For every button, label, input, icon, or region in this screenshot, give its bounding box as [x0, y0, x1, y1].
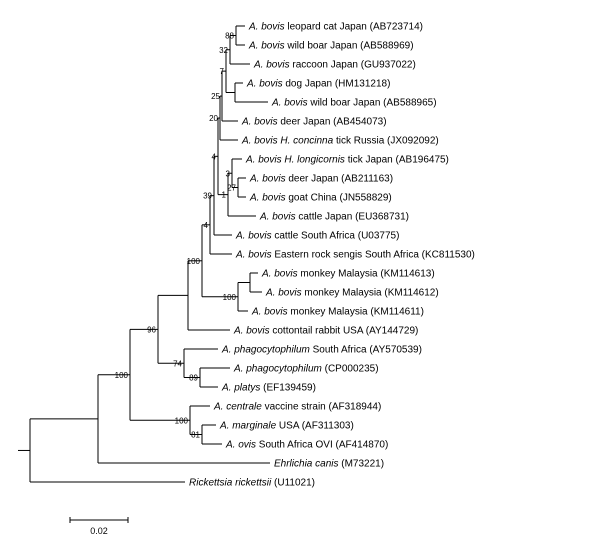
taxon-label: A. phagocytophilum South Africa (AY57053…: [221, 345, 422, 356]
bootstrap-value: 20: [209, 114, 218, 123]
tip-labels: A. bovis leopard cat Japan (AB723714) A. …: [189, 22, 475, 489]
scalebar-label: 0.02: [90, 526, 108, 536]
taxon-label: A. bovis goat China (JN558829): [249, 193, 392, 204]
bootstrap-value: 100: [223, 293, 237, 302]
bootstrap-value: 100: [187, 257, 201, 266]
taxon-label: A. bovis dog Japan (HM131218): [246, 79, 390, 90]
taxon-label: A. bovis cattle South Africa (U03775): [235, 231, 399, 242]
bootstrap-value: 100: [115, 371, 129, 380]
taxon-label: A. marginale USA (AF311303): [219, 421, 354, 432]
taxon-label: A. bovis monkey Malaysia (KM114611): [251, 307, 424, 318]
taxon-label: A. bovis deer Japan (AB454073): [241, 117, 387, 128]
bootstrap-value: 4: [212, 152, 217, 161]
taxon-label: A. bovis deer Japan (AB211163): [249, 174, 393, 185]
tree-branches: [18, 26, 270, 482]
bootstrap-value: 3: [226, 169, 231, 178]
bootstrap-value: 74: [173, 359, 182, 368]
taxon-label: A. bovis cattle Japan (EU368731): [259, 212, 409, 223]
taxon-label: A. platys (EF139459): [221, 383, 316, 394]
taxon-label: A. bovis wild boar Japan (AB588969): [248, 41, 414, 52]
taxon-label: A. bovis wild boar Japan (AB588965): [271, 98, 437, 109]
taxon-label: Ehrlichia canis (M73221): [274, 459, 384, 470]
bootstrap-value: 7: [220, 67, 225, 76]
taxon-label: A. bovis Eastern rock sengis South Afric…: [235, 250, 475, 261]
bootstrap-value: 96: [147, 325, 156, 334]
taxon-label: A. bovis H. longicornis tick Japan (AB19…: [245, 155, 449, 166]
bootstrap-value: 4: [204, 221, 209, 230]
taxon-label: A. bovis monkey Malaysia (KM114613): [261, 269, 435, 280]
taxon-label: A. bovis H. concinna tick Russia (JX0920…: [241, 136, 439, 147]
taxon-label: A. bovis cottontail rabbit USA (AY144729…: [233, 326, 418, 337]
bootstrap-value: 88: [225, 32, 234, 41]
bootstrap-value: 27: [227, 184, 236, 193]
scale-bar: 0.02: [70, 517, 128, 536]
taxon-label: A. centrale vaccine strain (AF318944): [213, 402, 381, 413]
taxon-label: A. bovis raccoon Japan (GU937022): [253, 60, 416, 71]
bootstrap-value: 81: [191, 431, 200, 440]
taxon-label: A. bovis leopard cat Japan (AB723714): [248, 22, 423, 33]
phylogenetic-tree: 8832725202731439410010089749681100100 A.…: [0, 0, 600, 538]
bootstrap-value: 89: [189, 374, 198, 383]
bootstrap-value: 1: [222, 191, 227, 200]
taxon-label: A. bovis monkey Malaysia (KM114612): [265, 288, 439, 299]
bootstrap-value: 39: [203, 192, 212, 201]
taxon-label: A. phagocytophilum (CP000235): [233, 364, 379, 375]
taxon-label: A. ovis South Africa OVI (AF414870): [225, 440, 388, 451]
bootstrap-value: 32: [219, 46, 228, 55]
bootstrap-value: 100: [175, 416, 189, 425]
taxon-label: Rickettsia rickettsii (U11021): [189, 478, 315, 489]
bootstrap-value: 25: [211, 92, 220, 101]
